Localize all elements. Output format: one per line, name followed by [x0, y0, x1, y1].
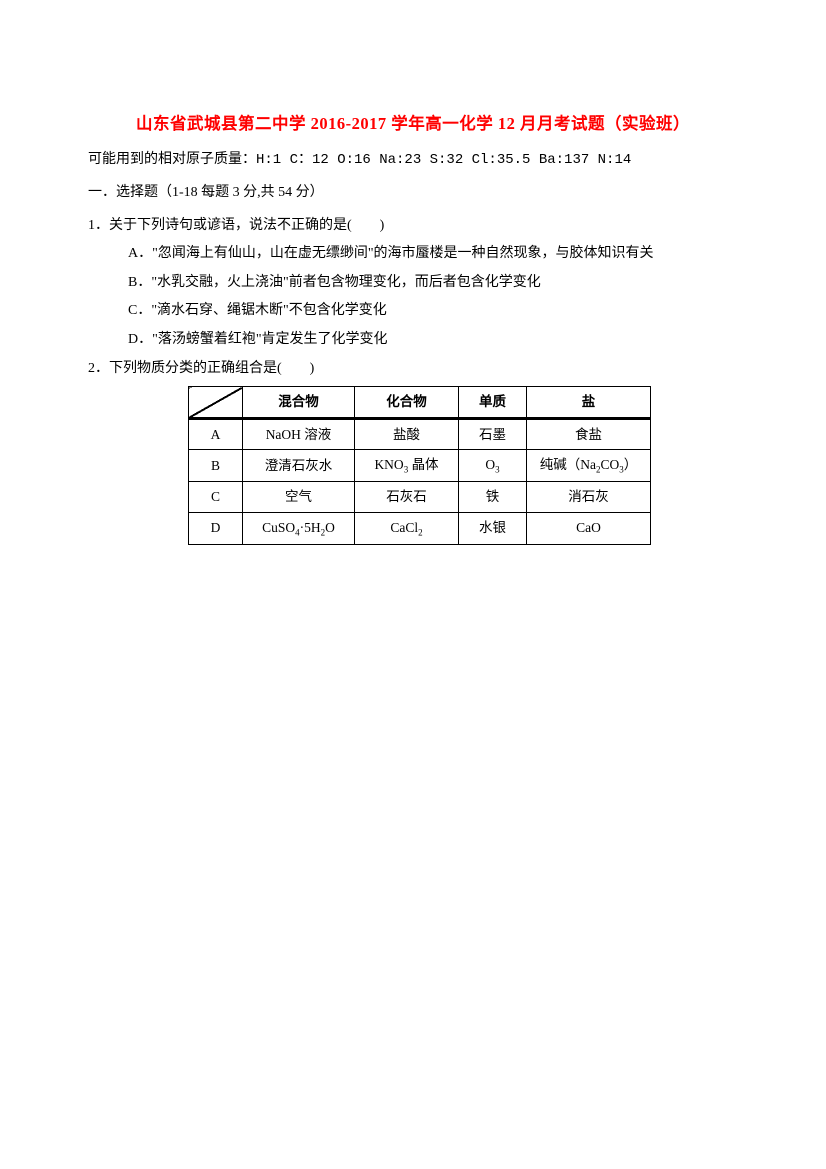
classification-table: 混合物 化合物 单质 盐 A NaOH 溶液 盐酸 石墨 食盐 B 澄清石灰水 …	[188, 386, 651, 544]
table-header-blank	[189, 387, 243, 419]
question-1-stem: 1．关于下列诗句或谚语，说法不正确的是( )	[88, 213, 738, 240]
atomic-mass-info: 可能用到的相对原子质量：H:1 C：12 O:16 Na:23 S:32 Cl:…	[88, 147, 738, 174]
table-header-compound: 化合物	[355, 387, 459, 419]
table-row: A NaOH 溶液 盐酸 石墨 食盐	[189, 418, 651, 450]
cell-mixture: NaOH 溶液	[243, 418, 355, 450]
cell-mixture: CuSO4·5H2O	[243, 512, 355, 544]
classification-table-container: 混合物 化合物 单质 盐 A NaOH 溶液 盐酸 石墨 食盐 B 澄清石灰水 …	[188, 386, 738, 544]
question-1-option-c: C．"滴水石穿、绳锯木断"不包含化学变化	[88, 298, 738, 325]
cell-mixture: 澄清石灰水	[243, 450, 355, 482]
table-header-row: 混合物 化合物 单质 盐	[189, 387, 651, 419]
cell-element: 水银	[459, 512, 527, 544]
cell-compound: 石灰石	[355, 482, 459, 513]
exam-title: 山东省武城县第二中学 2016-2017 学年高一化学 12 月月考试题（实验班…	[88, 108, 738, 139]
row-label: A	[189, 418, 243, 450]
question-2-stem: 2．下列物质分类的正确组合是( )	[88, 356, 738, 383]
table-row: D CuSO4·5H2O CaCl2 水银 CaO	[189, 512, 651, 544]
cell-compound: KNO3 晶体	[355, 450, 459, 482]
cell-salt: 消石灰	[527, 482, 651, 513]
cell-salt: CaO	[527, 512, 651, 544]
question-1-option-d: D．"落汤螃蟹着红袍"肯定发生了化学变化	[88, 327, 738, 354]
question-1-option-a: A．"忽闻海上有仙山，山在虚无缥缈间"的海市蜃楼是一种自然现象，与胶体知识有关	[88, 241, 738, 268]
question-1-option-b: B．"水乳交融，火上浇油"前者包含物理变化，而后者包含化学变化	[88, 270, 738, 297]
cell-salt: 食盐	[527, 418, 651, 450]
cell-compound: CaCl2	[355, 512, 459, 544]
cell-element: O3	[459, 450, 527, 482]
row-label: B	[189, 450, 243, 482]
cell-mixture: 空气	[243, 482, 355, 513]
table-header-mixture: 混合物	[243, 387, 355, 419]
table-row: C 空气 石灰石 铁 消石灰	[189, 482, 651, 513]
cell-salt: 纯碱（Na2CO3）	[527, 450, 651, 482]
section-header: 一．选择题（1-18 每题 3 分,共 54 分）	[88, 180, 738, 207]
row-label: C	[189, 482, 243, 513]
cell-element: 铁	[459, 482, 527, 513]
row-label: D	[189, 512, 243, 544]
cell-compound: 盐酸	[355, 418, 459, 450]
cell-element: 石墨	[459, 418, 527, 450]
table-header-salt: 盐	[527, 387, 651, 419]
table-row: B 澄清石灰水 KNO3 晶体 O3 纯碱（Na2CO3）	[189, 450, 651, 482]
table-header-element: 单质	[459, 387, 527, 419]
